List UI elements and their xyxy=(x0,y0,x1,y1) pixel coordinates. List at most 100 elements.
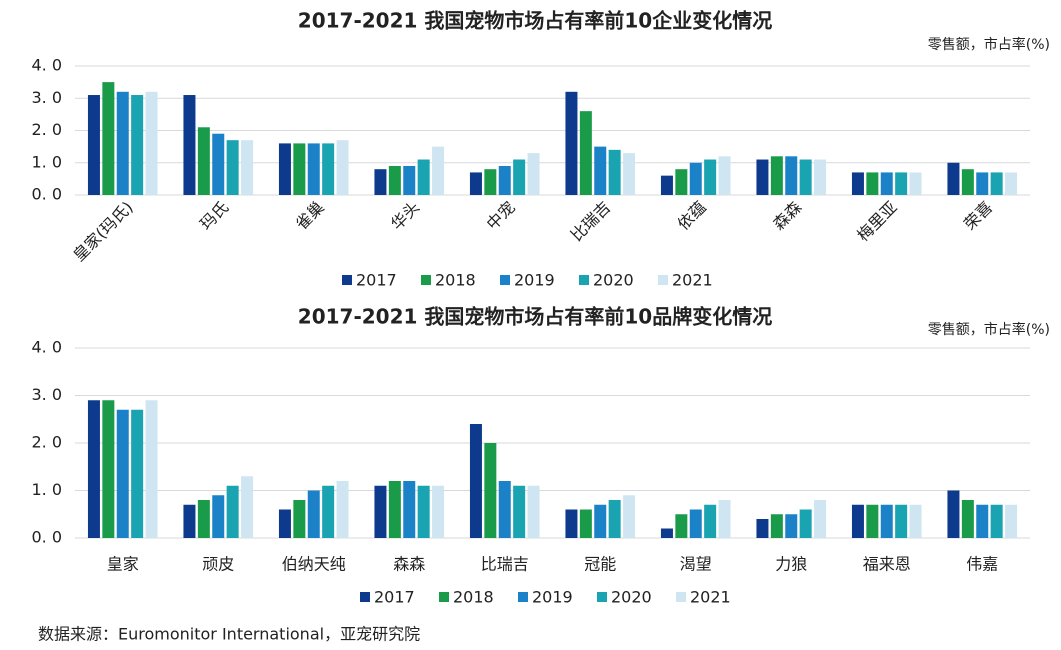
bar xyxy=(278,509,291,538)
bar xyxy=(961,500,974,538)
bar xyxy=(880,172,893,195)
bar xyxy=(608,500,621,538)
y-tick-label: 1. 0 xyxy=(31,152,62,171)
x-tick-label: 顽皮 xyxy=(202,555,234,574)
bar xyxy=(851,504,864,538)
x-tick-label: 荣喜 xyxy=(960,198,996,234)
legend-label: 2017 xyxy=(374,588,415,607)
bar xyxy=(374,485,387,538)
legend-swatch xyxy=(597,592,607,602)
bar xyxy=(689,509,702,538)
x-tick-label: 皇家 xyxy=(107,555,139,574)
x-tick-label: 森森 xyxy=(769,198,805,234)
bar xyxy=(785,156,798,195)
legend-label: 2020 xyxy=(593,271,634,290)
x-tick-label: 比瑞吉 xyxy=(567,198,614,245)
legend-label: 2020 xyxy=(611,588,652,607)
legend-swatch xyxy=(360,592,370,602)
bar xyxy=(278,143,291,195)
bar xyxy=(388,481,401,538)
legend-swatch xyxy=(421,275,431,285)
bar xyxy=(880,504,893,538)
x-tick-label: 皇家(玛氏) xyxy=(69,198,137,266)
bar xyxy=(226,485,239,538)
bar xyxy=(866,504,879,538)
bar xyxy=(183,95,196,195)
bar xyxy=(660,528,673,538)
bar xyxy=(145,400,158,538)
legend-swatch xyxy=(342,275,352,285)
bar xyxy=(293,500,306,538)
bar xyxy=(484,443,497,538)
legend-swatch xyxy=(439,592,449,602)
bar xyxy=(403,481,416,538)
bar xyxy=(403,165,416,195)
bar xyxy=(293,143,306,195)
bar xyxy=(704,159,717,195)
bar xyxy=(102,400,115,538)
bar xyxy=(417,159,430,195)
legend-label: 2018 xyxy=(453,588,494,607)
x-tick-label: 玛氏 xyxy=(196,198,232,234)
bar xyxy=(322,143,335,195)
bar xyxy=(513,485,526,538)
bar xyxy=(704,504,717,538)
bar xyxy=(909,172,922,195)
bar xyxy=(594,504,607,538)
bar xyxy=(976,172,989,195)
bar xyxy=(756,519,769,538)
legend-swatch xyxy=(518,592,528,602)
y-tick-label: 2. 0 xyxy=(31,433,62,452)
y-tick-label: 3. 0 xyxy=(31,385,62,404)
legend-swatch xyxy=(676,592,686,602)
x-tick-label: 冠能 xyxy=(584,555,616,574)
legend-swatch xyxy=(579,275,589,285)
bar xyxy=(851,172,864,195)
x-tick-label: 渴望 xyxy=(680,555,712,574)
bar xyxy=(565,91,578,195)
bar xyxy=(226,140,239,195)
bar xyxy=(322,485,335,538)
y-tick-label: 2. 0 xyxy=(31,120,62,139)
bar xyxy=(527,485,540,538)
source-note: 数据来源：Euromonitor International，亚宠研究院 xyxy=(38,625,420,644)
y-tick-label: 0. 0 xyxy=(31,185,62,204)
bar xyxy=(183,504,196,538)
bar xyxy=(718,500,731,538)
bar xyxy=(87,95,100,195)
bar xyxy=(594,146,607,195)
y-tick-label: 3. 0 xyxy=(31,88,62,107)
bar xyxy=(623,153,636,195)
legend-label: 2018 xyxy=(435,271,476,290)
bar xyxy=(131,95,144,195)
bar xyxy=(87,400,100,538)
legend-label: 2021 xyxy=(690,588,731,607)
bar xyxy=(1005,504,1018,538)
chart-title: 2017-2021 我国宠物市场占有率前10品牌变化情况 xyxy=(298,305,772,329)
bar xyxy=(212,495,225,538)
bar xyxy=(432,485,445,538)
bar xyxy=(814,500,827,538)
legend-label: 2017 xyxy=(356,271,397,290)
legend-label: 2019 xyxy=(514,271,555,290)
bar xyxy=(498,481,511,538)
x-tick-label: 华头 xyxy=(387,198,423,234)
bar xyxy=(961,169,974,195)
bar xyxy=(336,481,349,538)
bar xyxy=(388,165,401,195)
bar xyxy=(770,514,783,538)
bar xyxy=(374,169,387,195)
bar xyxy=(947,490,960,538)
x-tick-label: 力狼 xyxy=(775,555,807,574)
bar xyxy=(579,111,592,195)
bar xyxy=(623,495,636,538)
bar xyxy=(241,140,254,195)
bar xyxy=(336,140,349,195)
bar xyxy=(131,409,144,538)
x-tick-label: 依蕴 xyxy=(674,198,710,234)
x-tick-label: 福来恩 xyxy=(863,555,911,574)
bar xyxy=(432,146,445,195)
x-tick-label: 森森 xyxy=(393,555,425,574)
y-unit: 零售额，市占率(%) xyxy=(928,321,1050,338)
